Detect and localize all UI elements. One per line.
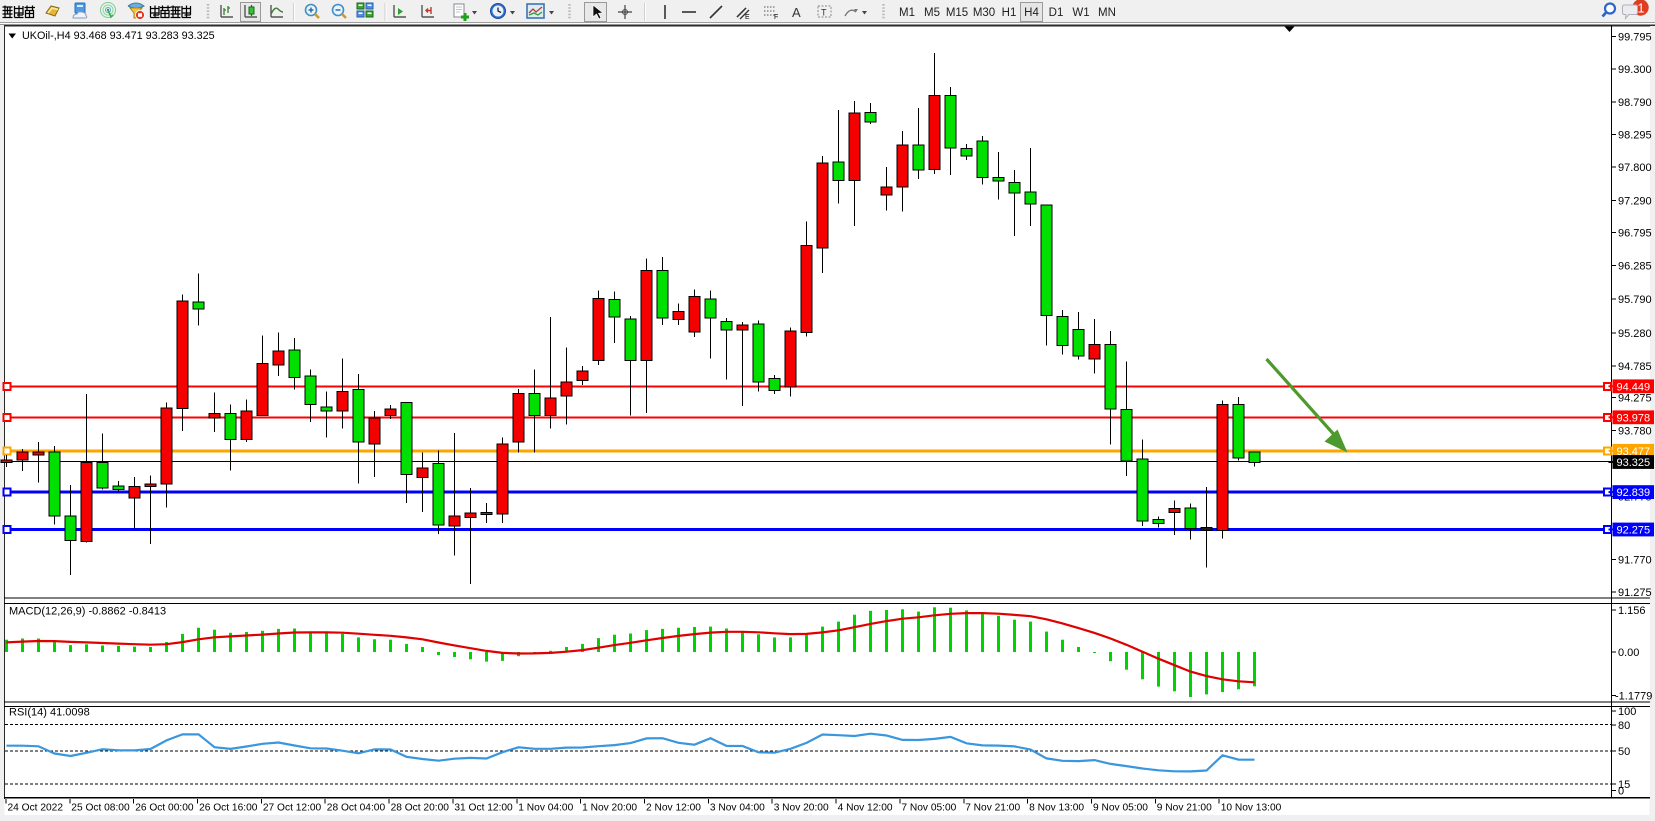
- svg-text:1.156: 1.156: [1618, 605, 1646, 617]
- svg-text:M15: M15: [946, 7, 968, 19]
- svg-text:28 Oct 20:00: 28 Oct 20:00: [391, 803, 450, 814]
- svg-text:94.275: 94.275: [1618, 393, 1652, 405]
- svg-text:0: 0: [1618, 786, 1624, 798]
- svg-text:28 Oct 04:00: 28 Oct 04:00: [327, 803, 386, 814]
- svg-text:W1: W1: [1072, 7, 1089, 19]
- svg-text:96.285: 96.285: [1618, 261, 1652, 273]
- svg-text:7 Nov 05:00: 7 Nov 05:00: [901, 803, 956, 814]
- svg-text:-1.1779: -1.1779: [1615, 691, 1652, 703]
- svg-text:95.790: 95.790: [1618, 294, 1652, 306]
- svg-text:97.800: 97.800: [1618, 162, 1652, 174]
- svg-text:T: T: [821, 8, 827, 18]
- svg-text:9 Nov 05:00: 9 Nov 05:00: [1093, 803, 1148, 814]
- svg-text:93.325: 93.325: [1617, 457, 1651, 469]
- svg-text:25 Oct 08:00: 25 Oct 08:00: [71, 803, 130, 814]
- svg-text:M1: M1: [899, 7, 915, 19]
- svg-text:27 Oct 12:00: 27 Oct 12:00: [263, 803, 322, 814]
- svg-text:24 Oct 2022: 24 Oct 2022: [8, 803, 64, 814]
- svg-text:31 Oct 12:00: 31 Oct 12:00: [454, 803, 513, 814]
- svg-text:92.275: 92.275: [1617, 525, 1651, 537]
- svg-text:1 Nov 04:00: 1 Nov 04:00: [518, 803, 573, 814]
- svg-text:97.290: 97.290: [1618, 195, 1652, 207]
- svg-text:94.785: 94.785: [1618, 361, 1652, 373]
- svg-text:10 Nov 13:00: 10 Nov 13:00: [1221, 803, 1282, 814]
- svg-text:E: E: [745, 14, 750, 21]
- svg-text:93.477: 93.477: [1617, 446, 1651, 458]
- svg-text:15: 15: [1618, 779, 1630, 791]
- svg-text:91.770: 91.770: [1618, 554, 1652, 566]
- svg-text:MACD(12,26,9) -0.8862 -0.8413: MACD(12,26,9) -0.8862 -0.8413: [9, 606, 166, 618]
- svg-text:96.795: 96.795: [1618, 228, 1652, 240]
- svg-text:9 Nov 21:00: 9 Nov 21:00: [1157, 803, 1212, 814]
- svg-text:50: 50: [1618, 746, 1630, 758]
- svg-text:2 Nov 12:00: 2 Nov 12:00: [646, 803, 701, 814]
- svg-text:26 Oct 00:00: 26 Oct 00:00: [135, 803, 194, 814]
- svg-text:0.00: 0.00: [1618, 647, 1639, 659]
- svg-text:MN: MN: [1098, 7, 1116, 19]
- svg-text:H1: H1: [1002, 7, 1017, 19]
- svg-text:RSI(14) 41.0098: RSI(14) 41.0098: [9, 707, 90, 719]
- svg-text:8 Nov 13:00: 8 Nov 13:00: [1029, 803, 1084, 814]
- svg-text:26 Oct 16:00: 26 Oct 16:00: [199, 803, 258, 814]
- svg-text:4 Nov 12:00: 4 Nov 12:00: [838, 803, 893, 814]
- svg-text:99.300: 99.300: [1618, 64, 1652, 76]
- svg-text:100: 100: [1618, 706, 1636, 718]
- svg-text:95.280: 95.280: [1618, 328, 1652, 340]
- svg-text:98.295: 98.295: [1618, 130, 1652, 142]
- svg-text:94.449: 94.449: [1617, 381, 1651, 393]
- svg-text:F: F: [774, 14, 778, 21]
- svg-text:91.275: 91.275: [1618, 587, 1652, 599]
- svg-text:93.978: 93.978: [1617, 412, 1651, 424]
- svg-text:98.790: 98.790: [1618, 97, 1652, 109]
- svg-text:A: A: [792, 5, 801, 20]
- svg-text:3 Nov 04:00: 3 Nov 04:00: [710, 803, 765, 814]
- svg-text:UKOil-,H4 93.468 93.471 93.28: UKOil-,H4 93.468 93.471 93.283 93.325: [22, 30, 215, 42]
- svg-text:3 Nov 20:00: 3 Nov 20:00: [774, 803, 829, 814]
- svg-text:D1: D1: [1049, 7, 1064, 19]
- svg-text:1: 1: [1638, 1, 1645, 15]
- svg-text:99.795: 99.795: [1618, 32, 1652, 44]
- svg-text:1 Nov 20:00: 1 Nov 20:00: [582, 803, 637, 814]
- svg-text:80: 80: [1618, 720, 1630, 732]
- svg-text:H4: H4: [1024, 7, 1039, 19]
- svg-text:M30: M30: [973, 7, 995, 19]
- svg-text:7 Nov 21:00: 7 Nov 21:00: [965, 803, 1020, 814]
- svg-text:93.780: 93.780: [1618, 425, 1652, 437]
- svg-text:92.839: 92.839: [1617, 487, 1651, 499]
- svg-text:M5: M5: [924, 7, 940, 19]
